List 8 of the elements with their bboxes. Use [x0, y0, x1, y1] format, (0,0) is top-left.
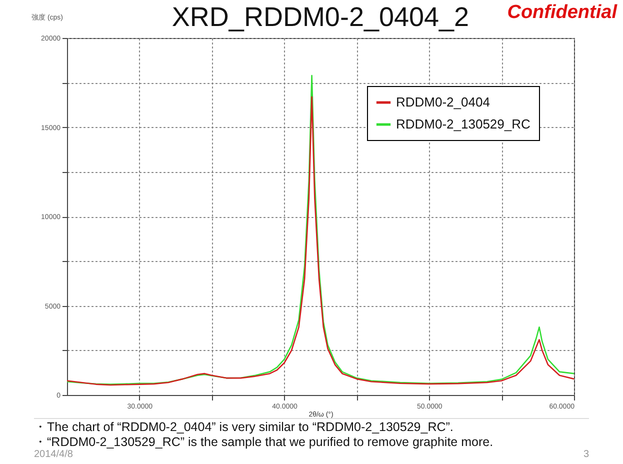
text: Confidential — [507, 2, 617, 24]
text: 3 — [583, 449, 589, 460]
legend-label: RDDM0-2_130529_RC — [396, 116, 530, 132]
text: ・“RDDM0-2_130529_RC” is the sample that we purified to remove graphite more. — [34, 434, 494, 450]
text: 2014/4/8 — [34, 449, 73, 460]
legend-label: RDDM0-2_0404 — [396, 94, 490, 110]
chart-title: XRD_RDDM0-2_0404_2 — [172, 2, 470, 32]
text: ・The chart of “RDDM0-2_0404” is very similar to “RDDM0-2_130529_RC”. — [34, 419, 454, 436]
